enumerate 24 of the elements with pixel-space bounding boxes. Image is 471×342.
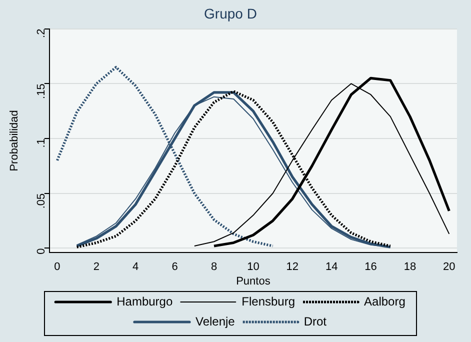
chart-title: Grupo D: [204, 5, 257, 22]
x-tick-label: 4: [132, 261, 139, 274]
x-tick-label: 12: [286, 261, 299, 274]
x-tick-label: 16: [364, 261, 377, 274]
y-tick-label: .1: [35, 138, 48, 148]
x-tick-label: 0: [54, 261, 60, 274]
legend-label: Flensburg: [242, 294, 296, 308]
x-tick-label: 14: [325, 261, 338, 274]
y-tick-label: 0: [35, 248, 48, 254]
x-tick-label: 6: [172, 261, 178, 274]
y-tick-label: .15: [35, 84, 48, 99]
x-tick-label: 8: [210, 261, 218, 274]
legend-label: Drot: [304, 314, 328, 328]
x-tick-label: 2: [93, 261, 100, 274]
y-axis-title: Probabilidad: [8, 110, 21, 172]
x-tick-label: 10: [247, 261, 260, 274]
x-tick-label: 18: [404, 261, 416, 274]
x-axis-title: Puntos: [236, 275, 271, 288]
y-tick-label: .05: [35, 193, 48, 209]
x-tick-label: 20: [443, 261, 456, 274]
y-tick-label: .2: [35, 28, 48, 38]
legend-label: Velenje: [195, 314, 236, 328]
legend-label: Hamburgo: [116, 294, 173, 308]
legend-label: Aalborg: [364, 294, 406, 308]
